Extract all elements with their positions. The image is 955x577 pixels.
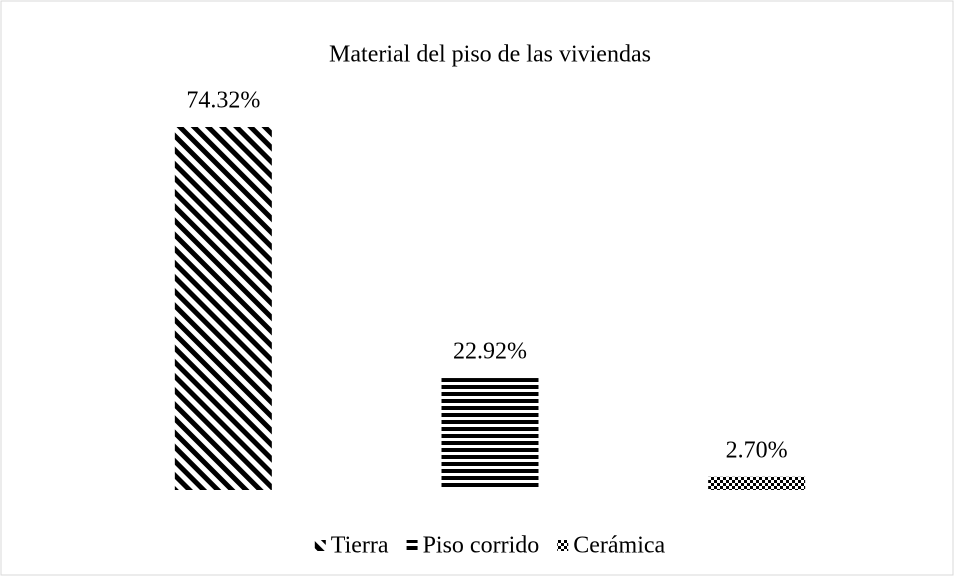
- chart-title: Material del piso de las viviendas: [329, 42, 651, 68]
- legend-swatch: [406, 540, 418, 551]
- bar: [174, 127, 272, 490]
- legend-swatch: [314, 540, 326, 551]
- value-label: 2.70%: [726, 437, 788, 463]
- legend-label: Cerámica: [573, 533, 665, 559]
- value-label: 74.32%: [186, 88, 260, 114]
- legend-swatch: [557, 540, 569, 551]
- bar: [708, 476, 806, 490]
- legend-label: Piso corrido: [423, 533, 540, 559]
- value-label: 22.92%: [453, 339, 527, 365]
- legend-label: Tierra: [331, 533, 389, 559]
- bar: [441, 378, 539, 490]
